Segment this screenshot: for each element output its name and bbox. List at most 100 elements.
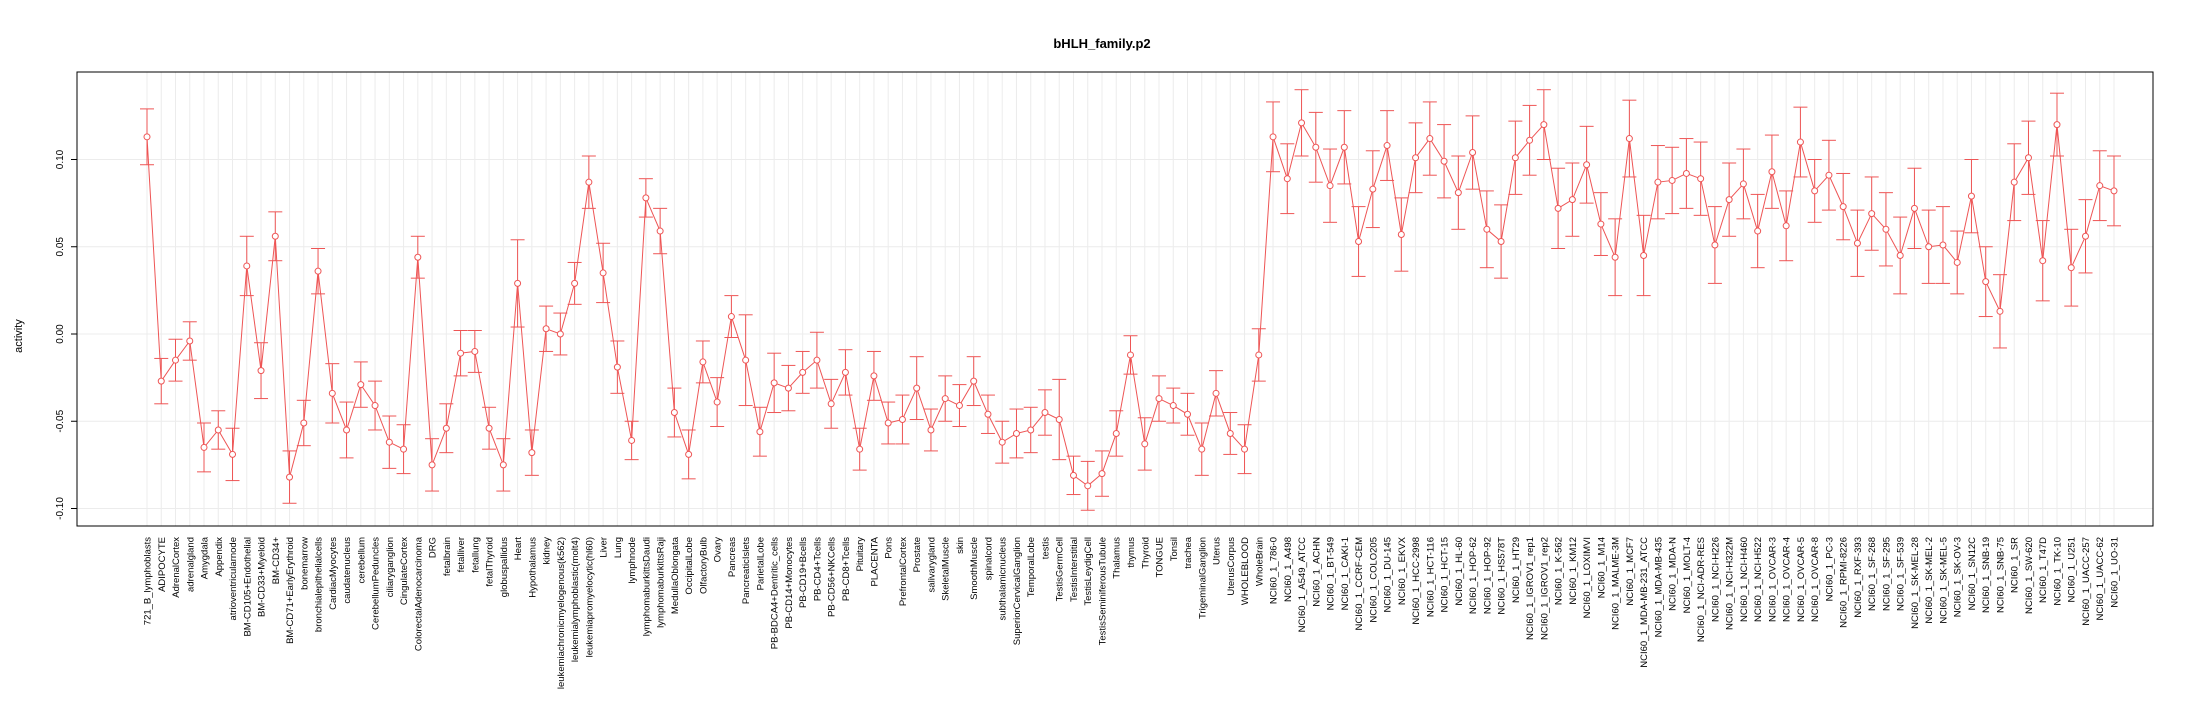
data-point: [2081, 232, 2089, 240]
data-point: [1982, 278, 1990, 286]
x-tick-label: 721_B_lymphoblasts: [143, 537, 154, 625]
data-point: [984, 410, 992, 418]
x-tick-label: PB-CD4+Tcells: [812, 537, 823, 601]
data-point: [2024, 154, 2032, 162]
data-point: [1782, 222, 1790, 230]
x-tick-label: BM-CD105+Endothelial: [242, 537, 253, 637]
x-tick-label: NCI60_1_SF-268: [1867, 537, 1878, 611]
data-point: [571, 279, 579, 287]
data-point: [599, 269, 607, 277]
y-tick-label: 0.05: [55, 237, 66, 257]
x-tick-label: UterusCorpus: [1226, 537, 1237, 596]
data-point: [471, 347, 479, 355]
x-tick-label: NCI60_1_SK-MEL-2: [1924, 537, 1935, 624]
data-point: [799, 368, 807, 376]
x-tick-label: lymphomaburkittsRaji: [656, 537, 667, 628]
data-point: [1469, 149, 1477, 157]
x-tick-label: BM-CD71+EarlyErythroid: [285, 537, 296, 644]
x-tick-label: NCI60_1_M14: [1596, 537, 1607, 598]
data-point: [1412, 154, 1420, 162]
x-tick-label: Liver: [599, 537, 610, 558]
x-tick-label: PB-CD56+NKCells: [827, 537, 838, 617]
data-point: [314, 267, 322, 275]
data-point: [1967, 192, 1975, 200]
x-tick-label: NCI60_1_HCT-116: [1425, 537, 1436, 617]
x-tick-label: NCI60_1_SF-539: [1896, 537, 1907, 611]
x-tick-label: ParietalLobe: [755, 537, 766, 590]
data-point: [1839, 203, 1847, 211]
data-point: [699, 358, 707, 366]
data-point: [414, 253, 422, 261]
x-tick-label: NCI60_1_OVCAR-8: [1810, 537, 1821, 622]
x-tick-label: NCI60_1_TK-10: [2052, 537, 2063, 606]
x-tick-label: NCI60_1_A498: [1283, 537, 1294, 602]
data-point: [1654, 178, 1662, 186]
x-tick-label: NCI60_1_RXF-393: [1853, 537, 1864, 618]
x-tick-label: NCI60_1_EKVX: [1397, 536, 1408, 605]
data-point: [727, 313, 735, 321]
x-tick-label: NCI60_1_SW-620: [2024, 537, 2035, 614]
data-point: [1440, 157, 1448, 165]
x-tick-label: NCI60_1_T47D: [2038, 537, 2049, 603]
data-point: [1754, 227, 1762, 235]
data-point: [1012, 429, 1020, 437]
x-tick-label: testis: [1040, 537, 1051, 559]
x-tick-label: SkeletalMuscle: [941, 537, 952, 601]
data-point: [514, 279, 522, 287]
x-tick-label: MedullaOblongata: [670, 536, 681, 614]
data-point: [442, 424, 450, 432]
x-tick-label: SuperiorCervicalGanglion: [1012, 537, 1023, 645]
data-point: [1511, 154, 1519, 162]
data-point: [955, 402, 963, 410]
data-point: [556, 330, 564, 338]
x-tick-label: NCI60_1_MALME-3M: [1611, 537, 1622, 630]
data-point: [214, 426, 222, 434]
data-point: [1241, 445, 1249, 453]
data-point: [243, 262, 251, 270]
x-tick-label: Hypothalamus: [527, 537, 538, 598]
data-point: [1640, 251, 1648, 259]
x-tick-label: WHOLEBLOOD: [1240, 537, 1251, 605]
data-point: [1312, 143, 1320, 151]
x-tick-label: Pons: [884, 537, 895, 559]
x-tick-label: AdrenalCortex: [171, 537, 182, 598]
data-point: [770, 379, 778, 387]
x-tick-label: OlfactoryBulb: [698, 537, 709, 594]
data-point: [1796, 138, 1804, 146]
x-tick-label: PrefrontalCortex: [898, 537, 909, 606]
x-tick-label: Amygdala: [200, 536, 211, 579]
data-point: [1112, 429, 1120, 437]
x-tick-label: thymus: [1126, 537, 1137, 568]
data-point: [1340, 143, 1348, 151]
data-point: [1682, 169, 1690, 177]
data-point: [1141, 440, 1149, 448]
x-tick-label: lymphomaburkittsDaudi: [641, 537, 652, 636]
data-point: [1084, 482, 1092, 490]
data-point: [2053, 121, 2061, 129]
x-tick-label: NCI60_1_KM12: [1568, 537, 1579, 605]
x-tick-label: NCI60_1_HS578T: [1497, 537, 1508, 615]
x-tick-label: bronchialepithelialcells: [314, 537, 325, 632]
x-tick-label: OccipitalLobe: [684, 537, 695, 595]
x-tick-label: NCI60_1_OVCAR-4: [1782, 537, 1793, 622]
x-tick-label: NCI60_1_MDA-MB-231_ATCC: [1639, 537, 1650, 668]
data-point: [2096, 182, 2104, 190]
x-tick-label: NCI60_1_HL-60: [1454, 537, 1465, 606]
x-tick-label: TestisLeydigCell: [1083, 537, 1094, 606]
data-point: [685, 450, 693, 458]
x-tick-label: skin: [955, 537, 966, 554]
data-point: [1397, 231, 1405, 239]
data-point: [927, 426, 935, 434]
data-point: [1811, 187, 1819, 195]
x-tick-label: leukemiapromyelocytic(hl60): [584, 537, 595, 657]
data-point: [1255, 351, 1263, 359]
x-tick-label: Prostate: [912, 537, 923, 572]
data-point: [585, 178, 593, 186]
x-tick-label: PB-BDCA4+Dentritic_cells: [770, 537, 781, 649]
x-tick-label: TestisGermCell: [1055, 537, 1066, 601]
x-tick-label: caudatenucleus: [342, 537, 353, 604]
data-point: [1739, 180, 1747, 188]
y-tick-label: -0.10: [55, 497, 66, 520]
data-point: [656, 227, 664, 235]
x-tick-label: NCI60_1_OVCAR-5: [1796, 537, 1807, 622]
